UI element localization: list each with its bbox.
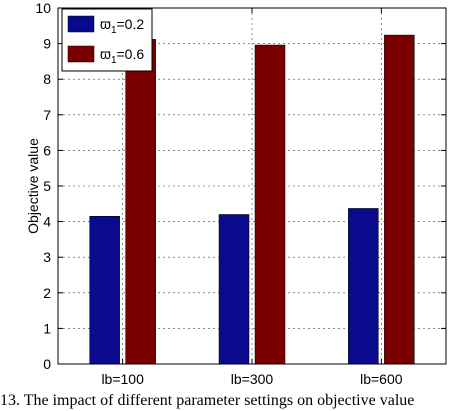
axis-ticks: 0 1 2 3 4 5 6 7 8 9 10 lb=100 lb=300 lb=600 — [35, 0, 446, 387]
x-tick-label: lb=600 — [360, 371, 403, 387]
y-axis-label: Objective value — [25, 138, 41, 234]
legend-swatch — [67, 15, 95, 33]
bar — [89, 216, 120, 365]
bar — [254, 44, 286, 365]
bar — [125, 39, 156, 365]
legend-label: ϖ1=0.2 — [100, 16, 144, 36]
bar-chart: 0 1 2 3 4 5 6 7 8 9 10 lb=100 lb=300 lb=600 Objective… — [25, 0, 447, 387]
x-tick-label: lb=300 — [231, 371, 274, 387]
y-tick-label: 2 — [43, 285, 51, 301]
y-tick-label: 10 — [35, 0, 51, 16]
y-tick-label: 4 — [43, 214, 51, 230]
grid — [58, 8, 446, 364]
bar — [348, 208, 379, 365]
y-tick-label: 9 — [43, 36, 51, 52]
legend: ϖ1=0.2 ϖ1=0.6 — [61, 8, 153, 72]
y-tick-label: 3 — [43, 249, 51, 265]
figure-caption: 13. The impact of different parameter se… — [0, 392, 415, 409]
y-tick-label: 6 — [43, 142, 51, 158]
y-tick-label: 0 — [43, 356, 51, 372]
bar — [218, 214, 250, 365]
y-tick-label: 1 — [43, 320, 51, 336]
y-tick-label: 5 — [43, 178, 51, 194]
x-tick-label: lb=100 — [101, 371, 144, 387]
y-tick-label: 7 — [43, 107, 51, 123]
legend-label: ϖ1=0.6 — [100, 46, 144, 66]
bar — [384, 34, 415, 365]
y-tick-label: 8 — [43, 71, 51, 87]
legend-swatch — [67, 45, 95, 63]
